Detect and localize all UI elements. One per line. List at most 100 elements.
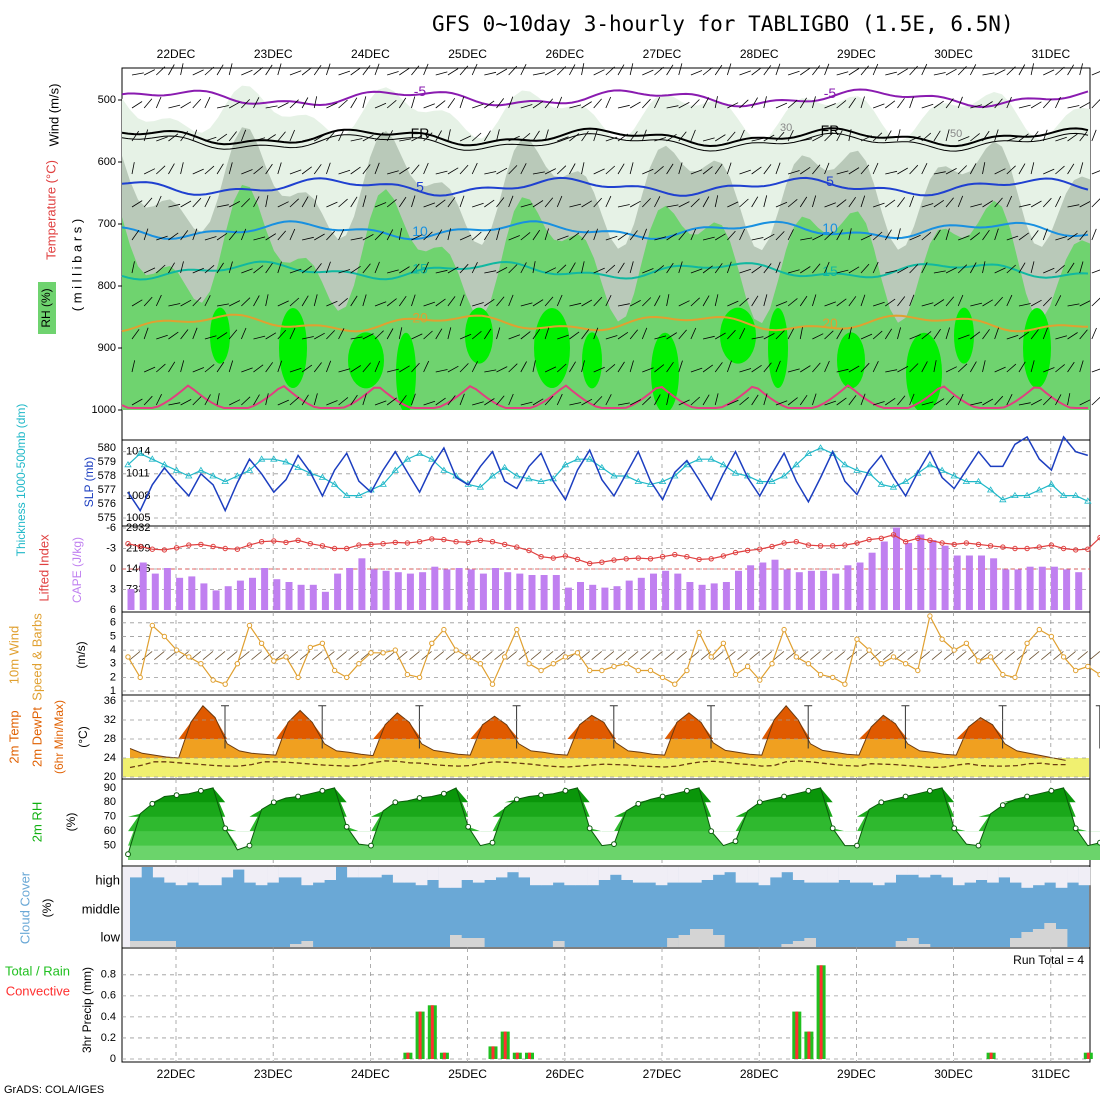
wind-barb: [1067, 262, 1075, 274]
wind-speed-marker: [295, 674, 301, 681]
isotherm-line: [121, 176, 1089, 197]
wind-barb: [435, 397, 446, 406]
wind-barb: [302, 336, 314, 340]
wind-barb: [532, 130, 540, 142]
wind-barb: [228, 63, 233, 76]
wind-barb-10m: [457, 651, 469, 660]
wind-barb: [143, 395, 153, 406]
wind-barb: [581, 398, 593, 406]
wind-barb: [629, 399, 641, 406]
wind-barb: [824, 400, 837, 406]
wind-barb: [131, 229, 140, 241]
thickness-marker: [428, 455, 436, 462]
wind-barb: [1042, 98, 1052, 109]
li-marker: [635, 555, 641, 561]
wind-barb: [338, 70, 351, 76]
precip-bar-convective: [795, 1011, 799, 1059]
wind-barb: [751, 137, 764, 142]
thickness-marker: [731, 469, 740, 476]
wind-barb: [338, 397, 349, 406]
wind-barb: [520, 232, 531, 241]
li-marker: [975, 541, 982, 548]
wind-barb: [824, 202, 836, 208]
wind-barb: [277, 63, 282, 76]
temp-tick-label: 32: [104, 714, 116, 726]
wind-barb: [1079, 261, 1084, 274]
li-marker: [283, 539, 289, 546]
date-label-bottom: 24DEC: [351, 1067, 390, 1081]
wind-barb: [253, 196, 260, 208]
wind-speed-marker: [647, 667, 654, 674]
wind-barb: [1030, 230, 1039, 241]
wind-barb: [435, 130, 442, 142]
cape-bar: [1038, 566, 1046, 610]
wind-barb: [411, 65, 420, 76]
thickness-marker: [877, 480, 886, 487]
wind-barb: [313, 362, 322, 373]
wind-barb: [374, 202, 387, 208]
cape-bar: [467, 569, 475, 610]
label-2m-rh: 2m RH: [29, 802, 44, 842]
wind-barb-10m: [1089, 651, 1100, 660]
wind-barb: [909, 334, 921, 340]
wind-barb: [1079, 300, 1091, 307]
wind-barb: [374, 360, 381, 373]
wind-barb: [994, 296, 1003, 307]
wind-barb: [921, 231, 932, 241]
wind-barb: [496, 395, 505, 406]
label-rh: RH (%): [39, 288, 53, 327]
wind-barb: [836, 71, 849, 76]
rh2m-marker: [635, 800, 642, 807]
thickness-marker: [841, 461, 849, 468]
cape-bar: [492, 568, 499, 610]
cape-bar: [698, 584, 706, 610]
wind-barb-10m: [712, 651, 724, 660]
thickness-marker: [950, 472, 958, 479]
wind-barb-10m: [239, 651, 250, 660]
wind-barb: [447, 97, 456, 109]
wind-barb: [1067, 361, 1075, 373]
wind-speed-marker: [574, 650, 581, 656]
wind-barb: [168, 133, 179, 142]
wind-barb: [897, 197, 906, 208]
wind-barb: [156, 66, 166, 76]
wind-barb: [666, 204, 679, 208]
wind-tick-label: 6: [110, 617, 116, 629]
cloud-high-gap: [324, 867, 336, 880]
wind-barb: [787, 130, 794, 142]
cloud-high-gap: [301, 867, 314, 886]
thickness-marker: [136, 449, 144, 456]
wind-barb: [763, 164, 772, 175]
wind-barb: [362, 65, 371, 76]
wind-barb: [884, 328, 893, 340]
rh2m-marker: [975, 842, 982, 849]
cloud-high-gap: [312, 867, 325, 883]
wind-barb: [812, 195, 817, 208]
wind-barb: [945, 98, 954, 109]
wind-barb: [338, 269, 351, 274]
li-marker: [1000, 544, 1006, 550]
wind-barb: [763, 263, 772, 274]
wind-barb: [313, 164, 322, 175]
wind-speed-marker: [502, 654, 508, 660]
wind-barb: [168, 232, 179, 241]
wind-barb: [496, 366, 508, 373]
cloud-low-bar: [907, 938, 919, 947]
wind-barb: [301, 265, 313, 274]
wind-barb: [678, 230, 687, 241]
wind-barb: [860, 135, 872, 142]
rh2m-marker: [927, 787, 933, 794]
wind-barb: [1055, 136, 1067, 142]
li-marker: [939, 540, 945, 546]
wind-barb: [751, 196, 759, 208]
wind-barb: [824, 360, 830, 373]
wind-barb-10m: [773, 651, 785, 660]
rh-blob-bright: [651, 332, 679, 413]
cape-bar: [941, 545, 949, 610]
cloud-high-gap: [952, 867, 965, 886]
wind-barb: [313, 393, 318, 406]
wind-barb: [848, 167, 860, 175]
wind-barb: [787, 368, 800, 373]
wind-barb: [143, 98, 153, 109]
wind-barb: [289, 327, 296, 340]
